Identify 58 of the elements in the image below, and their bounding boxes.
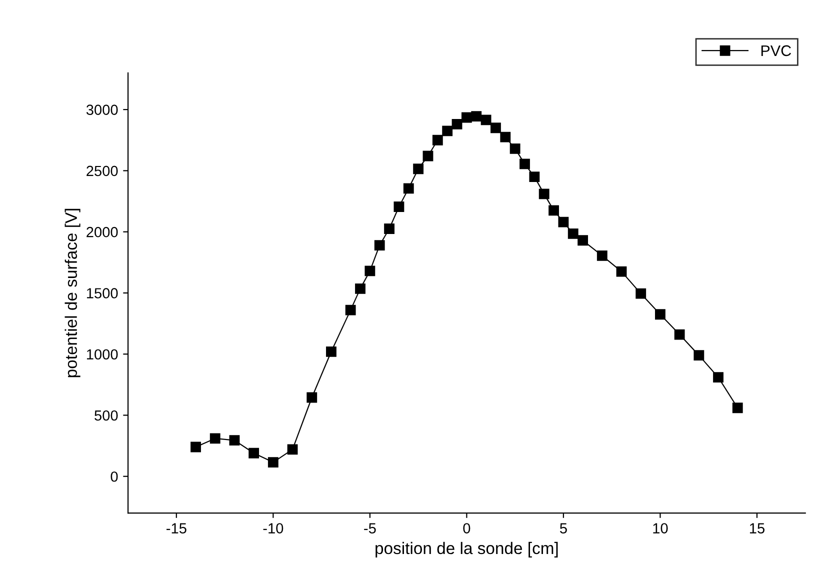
x-tick-label: -15 [166,523,186,534]
x-tick-label: -5 [364,523,376,534]
legend-label: PVC [761,45,792,56]
point [432,134,443,146]
point [713,372,724,383]
point [694,350,704,361]
y-tick-label: 2500 [86,166,118,176]
y-axis-title: potentiel de surface [V] [64,208,80,378]
point [568,228,578,239]
point [471,111,482,122]
y-tick-label: 1000 [86,349,118,360]
y-tick-label: 500 [94,410,118,421]
point [636,288,646,299]
point [732,402,743,414]
point [326,346,336,357]
point [596,250,608,261]
point [229,435,240,446]
point [461,112,472,123]
x-tick-label: 15 [750,523,764,534]
point [394,202,404,212]
point [413,164,424,174]
point [374,240,385,250]
y-tick-label: 3000 [86,104,118,115]
point [490,122,501,134]
y-tick-label: 0 [110,471,118,482]
point [287,444,298,455]
x-tick-label: 5 [560,523,567,534]
y-tick-label: 2000 [86,226,118,238]
point [210,433,220,444]
point [548,205,559,216]
point [674,329,685,340]
point [442,126,453,136]
point [364,266,376,276]
x-tick-label: 10 [653,523,668,534]
point [190,442,201,452]
point [268,457,278,468]
y-tick-label: 1500 [86,288,118,298]
point [384,224,394,234]
point [529,172,540,182]
x-tick-label: 0 [463,523,470,534]
point [500,132,511,142]
point [520,158,530,170]
point [480,114,492,126]
point [616,266,627,277]
x-tick-label: -10 [263,523,284,534]
point [655,309,666,320]
point [345,304,356,316]
point [558,216,569,228]
point [510,143,520,154]
point [578,235,588,246]
point [403,183,414,194]
x-axis-title: position de la sonde [cm] [376,542,558,558]
point [306,392,318,403]
point [538,188,550,200]
point [422,150,434,162]
point [355,283,366,294]
point [452,119,462,130]
point [248,448,260,458]
